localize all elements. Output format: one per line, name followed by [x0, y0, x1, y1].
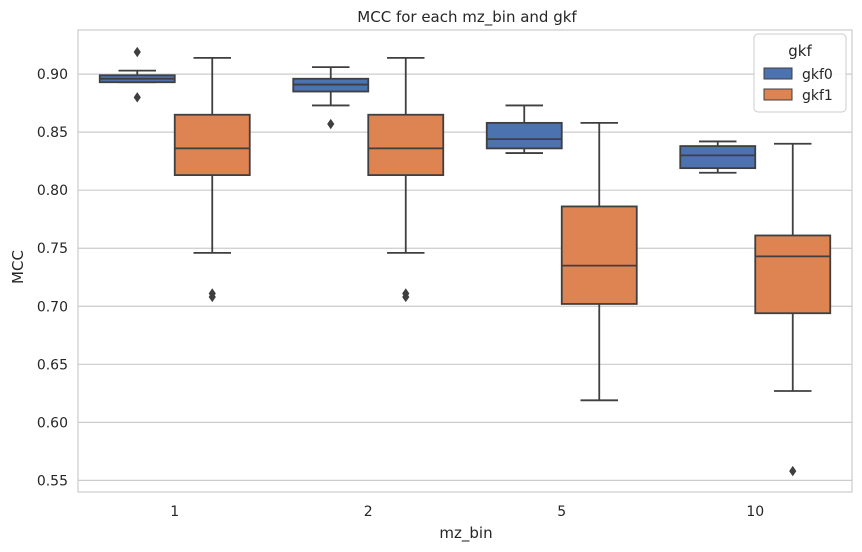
x-tick-label: 1 [170, 504, 179, 520]
box-body [679, 145, 757, 170]
box-gkf0-2 [292, 66, 370, 130]
legend-title: gkf [788, 42, 812, 60]
outlier-point [133, 92, 141, 103]
box-body [754, 234, 832, 315]
y-axis-label: MCC [9, 250, 27, 284]
outlier-point [208, 291, 216, 303]
legend-label-gkf0: gkf0 [802, 67, 833, 83]
plot-area-frame [77, 29, 853, 493]
legend-swatch-gkf0 [763, 67, 793, 80]
x-axis-ticks: 1 2 5 10 [170, 504, 764, 520]
y-tick-label: 0.80 [37, 183, 68, 199]
outlier-point [789, 465, 797, 477]
box-body [173, 113, 251, 177]
legend-swatch-gkf1 [763, 88, 793, 101]
box-gkf1-2 [367, 56, 445, 303]
y-axis-ticks: 0.55 0.60 0.65 0.70 0.75 0.80 0.85 0.90 [37, 67, 68, 489]
box-body [367, 113, 445, 177]
outlier-point [402, 291, 410, 303]
box-gkf0-1 [98, 46, 176, 103]
y-tick-label: 0.65 [37, 357, 68, 373]
box-series [98, 46, 832, 477]
legend-label-gkf1: gkf1 [802, 88, 833, 104]
box-gkf1-1 [173, 56, 251, 303]
y-tick-label: 0.90 [37, 67, 68, 83]
chart-title: MCC for each mz_bin and gkf [357, 8, 577, 27]
y-tick-label: 0.70 [37, 299, 68, 315]
box-gkf1-5 [560, 121, 638, 402]
x-tick-label: 10 [746, 504, 764, 520]
legend: gkf gkf0 gkf1 [753, 33, 847, 113]
box-body [485, 121, 563, 150]
outlier-point [327, 118, 335, 130]
x-tick-label: 5 [557, 504, 566, 520]
box-gkf1-10 [754, 142, 832, 477]
box-gkf0-10 [679, 140, 757, 174]
y-tick-label: 0.55 [37, 473, 68, 489]
box-body [560, 205, 638, 305]
outlier-point [133, 46, 141, 58]
x-tick-label: 2 [364, 504, 373, 520]
y-tick-label: 0.75 [37, 241, 68, 257]
y-tick-label: 0.60 [37, 415, 68, 431]
box-gkf0-5 [485, 104, 563, 154]
y-tick-label: 0.85 [37, 125, 68, 141]
x-axis-label: mz_bin [439, 524, 492, 543]
